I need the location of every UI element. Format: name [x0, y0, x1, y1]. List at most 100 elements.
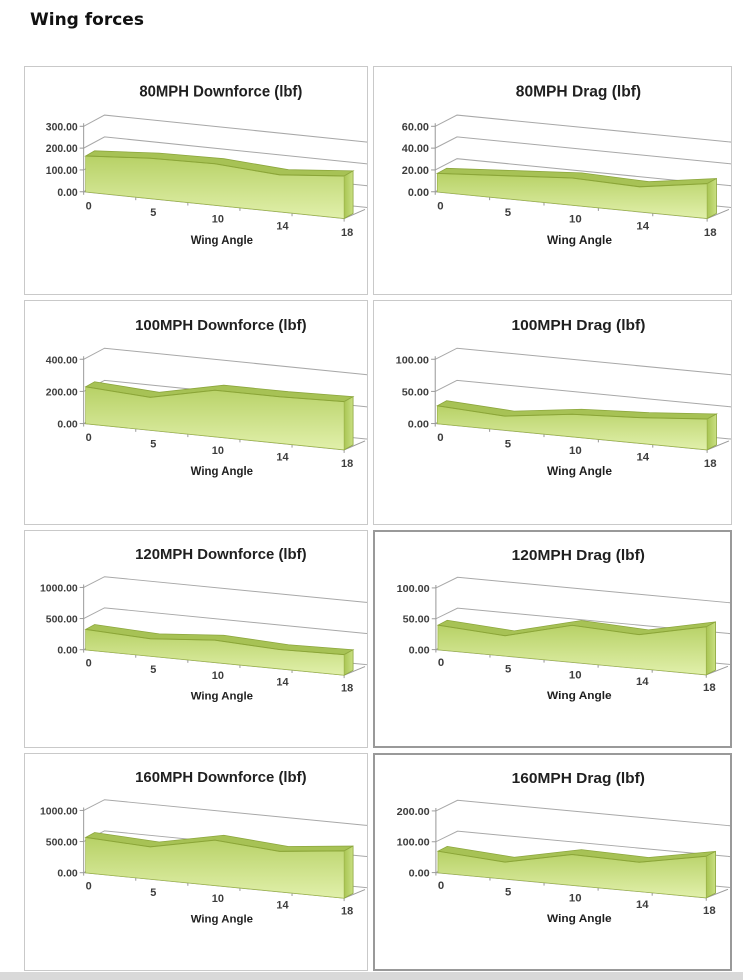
x-axis-tick-label: 5 — [505, 887, 511, 899]
floor-depth-edge — [343, 208, 366, 220]
y-axis-tick-label: 50.00 — [402, 387, 429, 399]
chart-card-120mph-drag-lbf[interactable]: 120MPH Drag (lbf) 100.00 50.00 0.00 0 5 10 14 18… — [373, 530, 732, 748]
y-axis-tick-label: 500.00 — [46, 615, 78, 626]
chart-80mph-drag-lbf: 80MPH Drag (lbf) 60.00 40.00 20.00 0.00 0 5 10 1… — [402, 84, 731, 247]
x-axis-tick-label: 18 — [341, 683, 353, 695]
y-axis-tick-label: 100.00 — [397, 584, 430, 595]
chart-120mph-drag-lbf: 120MPH Drag (lbf) 100.00 50.00 0.00 0 5 10 14 18… — [397, 547, 730, 702]
x-axis-tick-label: 14 — [636, 220, 649, 232]
floor-depth-edge — [343, 889, 366, 899]
y-axis-tick-label: 200.00 — [46, 143, 78, 155]
x-axis-tick-label: 14 — [276, 677, 288, 689]
chart-card-160mph-drag-lbf[interactable]: 160MPH Drag (lbf) 200.00 100.00 0.00 0 5 10 14 1… — [373, 753, 732, 971]
area-series-side-face — [706, 413, 717, 451]
chart-card-160mph-downforce-lbf[interactable]: 160MPH Downforce (lbf) 1000.00 500.00 0.00 0… — [24, 753, 368, 971]
chart-160mph-drag-lbf: 160MPH Drag (lbf) 200.00 100.00 0.00 0 5 10 14 1… — [397, 770, 730, 925]
x-axis-title: Wing Angle — [191, 691, 253, 703]
chart-160mph-downforce-lbf: 160MPH Downforce (lbf) 1000.00 500.00 0.00 0… — [40, 770, 367, 925]
gridline — [83, 607, 366, 634]
gridline — [435, 799, 728, 827]
chart-card-80mph-downforce-lbf[interactable]: 80MPH Downforce (lbf) 300.00 200.00 100.00 0… — [24, 66, 368, 295]
x-axis-tick-label: 10 — [569, 214, 582, 226]
x-axis-tick-label: 18 — [703, 683, 716, 695]
y-axis-tick-label: 0.00 — [57, 420, 77, 431]
y-axis-tick-label: 50.00 — [403, 615, 430, 626]
chart-title: 80MPH Drag (lbf) — [516, 84, 641, 101]
gridline — [435, 607, 728, 634]
floor-depth-edge — [706, 208, 730, 220]
x-axis-tick-label: 18 — [341, 227, 353, 239]
x-axis-tick-label: 18 — [704, 458, 717, 470]
chart-title: 120MPH Downforce (lbf) — [135, 547, 307, 563]
gridline — [83, 347, 366, 376]
x-axis-tick-label: 18 — [341, 906, 353, 918]
chart-80mph-downforce-lbf: 80MPH Downforce (lbf)300.00200.00100.000… — [46, 83, 367, 247]
x-axis-tick-label: 0 — [86, 200, 92, 212]
x-axis-tick-label: 5 — [150, 438, 156, 450]
area-series-crest — [85, 155, 345, 177]
x-axis-tick-label: 18 — [703, 906, 716, 918]
chart-card-80mph-drag-lbf[interactable]: 80MPH Drag (lbf) 60.00 40.00 20.00 0.00 0 5 10 1… — [373, 66, 732, 295]
gridline — [434, 379, 729, 408]
y-axis-tick-label: 100.00 — [397, 838, 430, 849]
x-axis-tick-label: 5 — [505, 439, 511, 451]
y-axis-tick-label: 300.00 — [46, 121, 78, 133]
gridline — [83, 136, 366, 165]
y-axis-tick-label: 1000.00 — [40, 583, 78, 594]
y-axis-tick-label: 0.00 — [409, 646, 430, 657]
chart-100mph-drag-lbf: 100MPH Drag (lbf) 100.00 50.00 0.00 0 5 10 14 18… — [396, 317, 731, 478]
x-axis-tick-label: 10 — [212, 670, 224, 682]
chart-title: 120MPH Drag (lbf) — [512, 547, 645, 563]
area-series-side-face — [705, 621, 716, 676]
x-axis-tick-label: 0 — [437, 200, 443, 212]
y-axis-tick-label: 0.00 — [408, 187, 429, 199]
area-series-front-face — [436, 173, 708, 219]
gridline — [434, 114, 729, 143]
floor-depth-edge — [706, 440, 730, 451]
gridline — [83, 799, 366, 826]
x-axis-tick-label: 5 — [150, 664, 156, 676]
x-axis-tick-label: 0 — [86, 432, 92, 444]
x-axis-title: Wing Angle — [547, 233, 612, 247]
area-series-front-face — [437, 624, 707, 676]
gridline — [434, 158, 729, 186]
y-axis-tick-label: 0.00 — [57, 646, 78, 657]
x-axis-tick-label: 14 — [636, 899, 650, 911]
x-axis-tick-label: 5 — [150, 207, 156, 219]
area-series-side-face — [343, 170, 354, 220]
area-series-crest — [437, 405, 708, 420]
x-axis-tick-label: 10 — [212, 893, 224, 905]
x-axis-title: Wing Angle — [547, 465, 613, 478]
x-axis-tick-label: 0 — [438, 657, 444, 669]
charts-grid: 80MPH Downforce (lbf) 300.00 200.00 100.00 0… — [24, 66, 732, 971]
y-axis-tick-label: 200.00 — [46, 387, 78, 398]
x-axis-tick-label: 14 — [636, 676, 650, 688]
y-axis-tick-label: 1000.00 — [40, 806, 78, 817]
x-axis-tick-label: 5 — [505, 207, 511, 219]
x-axis-tick-label: 5 — [505, 664, 511, 676]
chart-card-100mph-drag-lbf[interactable]: 100MPH Drag (lbf) 100.00 50.00 0.00 0 5 10 14 18… — [373, 300, 732, 525]
x-axis-tick-label: 10 — [569, 893, 582, 905]
chart-title: 160MPH Drag (lbf) — [512, 770, 645, 786]
chart-card-100mph-downforce-lbf[interactable]: 100MPH Downforce (lbf) 400.00 200.00 0.00 0 5… — [24, 300, 368, 525]
x-axis-tick-label: 18 — [341, 458, 353, 470]
chart-card-120mph-downforce-lbf[interactable]: 120MPH Downforce (lbf) 1000.00 500.00 0.00 0… — [24, 530, 368, 748]
x-axis-tick-label: 0 — [86, 881, 92, 893]
x-axis-tick-label: 10 — [569, 445, 582, 457]
x-axis-tick-label: 14 — [636, 452, 649, 464]
gridline — [83, 576, 366, 603]
x-axis-tick-label: 10 — [569, 670, 582, 682]
x-axis-tick-label: 14 — [276, 220, 289, 232]
chart-120mph-downforce-lbf: 120MPH Downforce (lbf) 1000.00 500.00 0.00 0… — [40, 547, 367, 703]
floor-depth-edge — [343, 440, 366, 451]
y-axis-tick-label: 200.00 — [397, 807, 430, 818]
chart-title: 100MPH Downforce (lbf) — [135, 317, 306, 334]
gridline — [435, 830, 728, 857]
gridline — [83, 114, 366, 143]
area-series-side-face — [343, 395, 354, 451]
x-axis-tick-label: 10 — [212, 445, 224, 457]
y-axis-tick-label: 0.00 — [409, 869, 430, 880]
gridline — [435, 576, 728, 604]
y-axis-tick-label: 20.00 — [402, 165, 429, 177]
x-axis-title: Wing Angle — [191, 235, 254, 247]
